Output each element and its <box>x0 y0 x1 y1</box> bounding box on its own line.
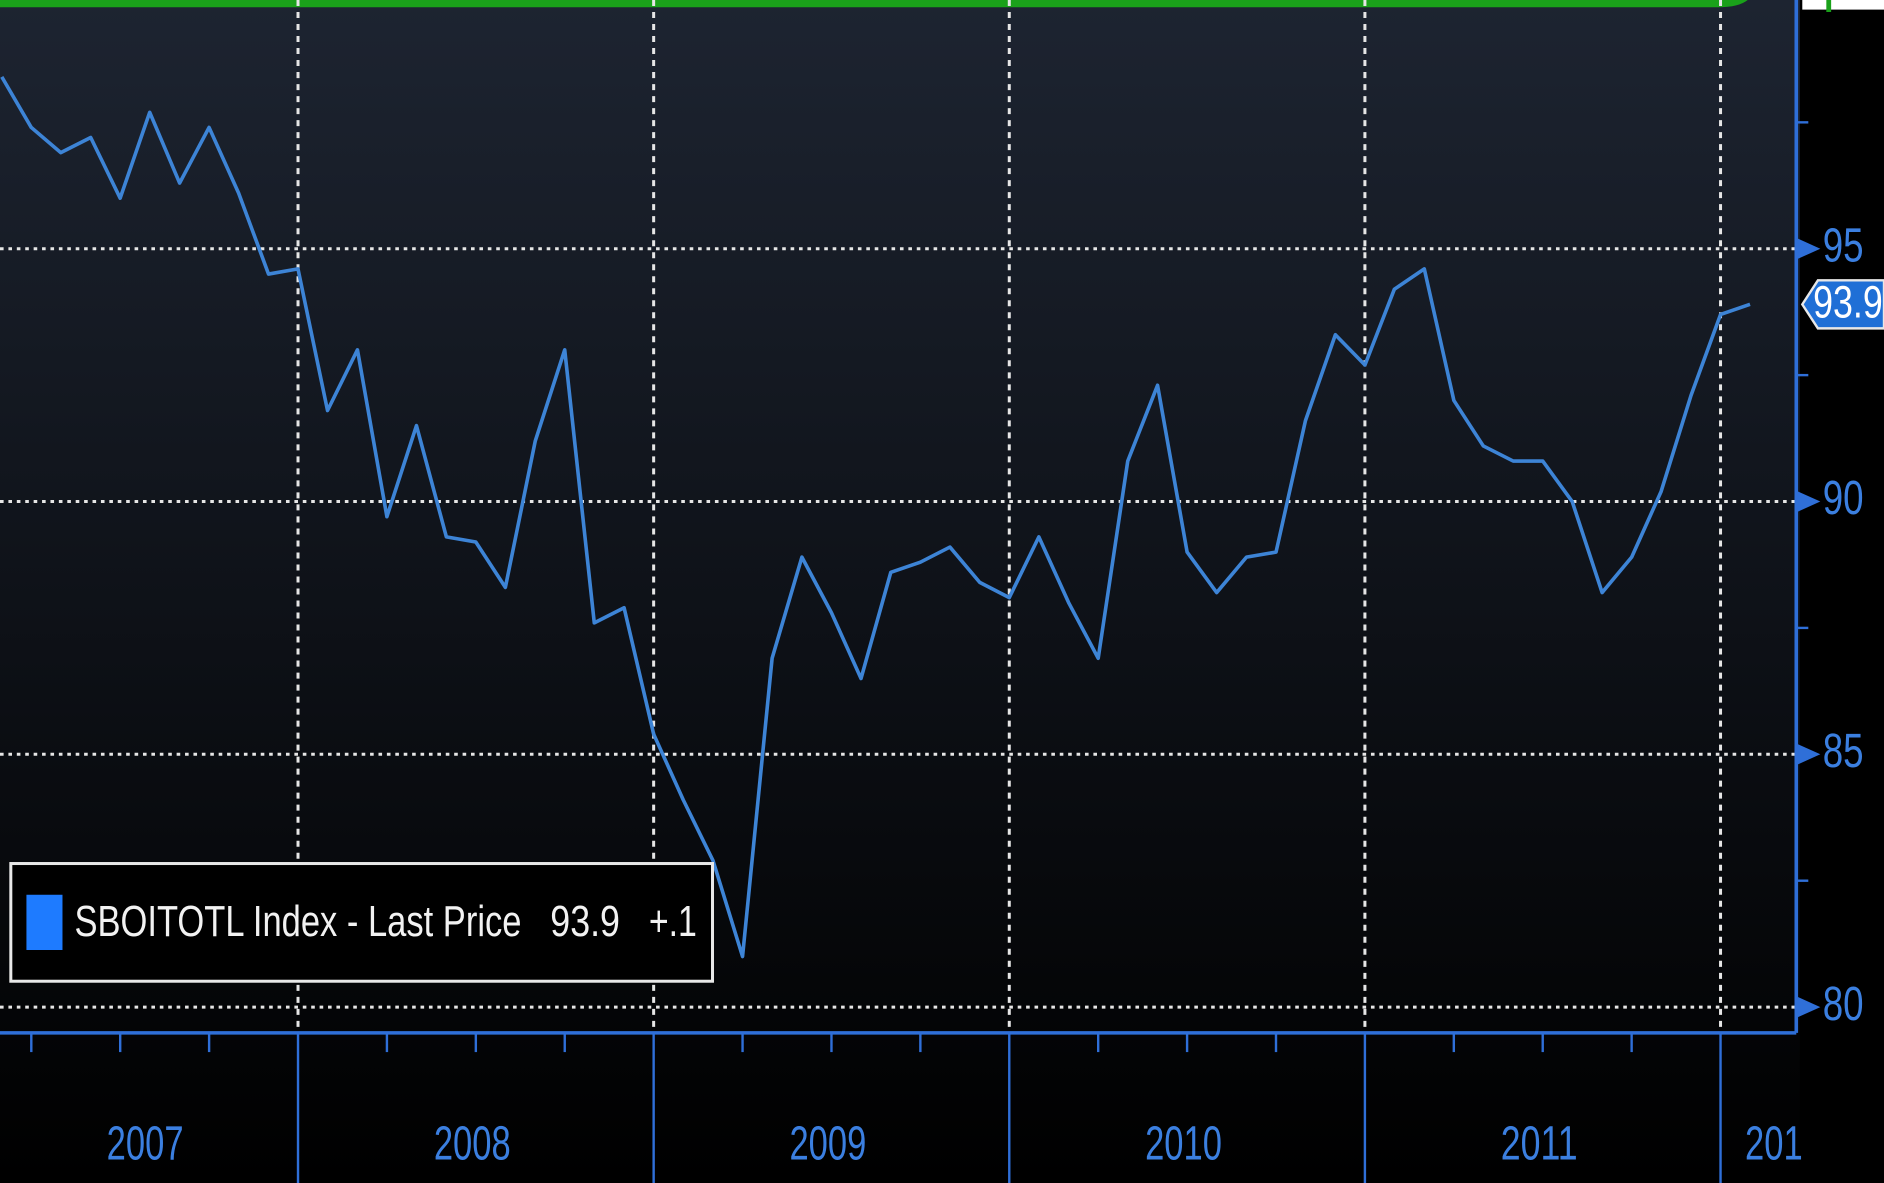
x-tick-label: 2007 <box>107 1118 184 1171</box>
y-tick-marker <box>1796 996 1821 1018</box>
x-tick-label: 2010 <box>1145 1118 1222 1171</box>
top-right-frame <box>1802 0 1884 10</box>
y-tick-label: 95 <box>1823 219 1864 272</box>
y-tick-label: 85 <box>1823 725 1864 778</box>
axis-background <box>1799 0 1884 1183</box>
legend: SBOITOTL Index - Last Price 93.9 +.1 <box>9 862 715 983</box>
legend-label: SBOITOTL Index - Last Price <box>74 898 521 946</box>
legend-box <box>9 862 715 983</box>
x-tick-label: 2008 <box>434 1118 511 1171</box>
y-tick-label: 80 <box>1823 978 1864 1031</box>
x-tick-label: 2011 <box>1501 1118 1578 1171</box>
top-annotation-frame <box>0 0 1748 8</box>
legend-last-value: 93.9 <box>550 898 620 946</box>
y-tick-marker <box>1796 490 1821 513</box>
price-line <box>0 75 1751 959</box>
legend-change: +.1 <box>649 898 697 946</box>
last-price-flag <box>1800 279 1884 330</box>
x-tick-label: 201 <box>1745 1118 1803 1171</box>
y-tick-marker <box>1796 743 1821 766</box>
x-tick-label: 2009 <box>789 1118 866 1171</box>
y-tick-marker <box>1796 237 1821 260</box>
plot-area <box>0 75 1751 959</box>
y-tick-label: 90 <box>1823 472 1864 525</box>
last-price-label: 93.9 <box>1813 277 1883 328</box>
legend-swatch <box>26 894 63 951</box>
